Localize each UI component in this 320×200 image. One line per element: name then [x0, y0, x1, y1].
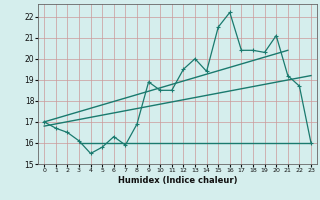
X-axis label: Humidex (Indice chaleur): Humidex (Indice chaleur): [118, 176, 237, 185]
